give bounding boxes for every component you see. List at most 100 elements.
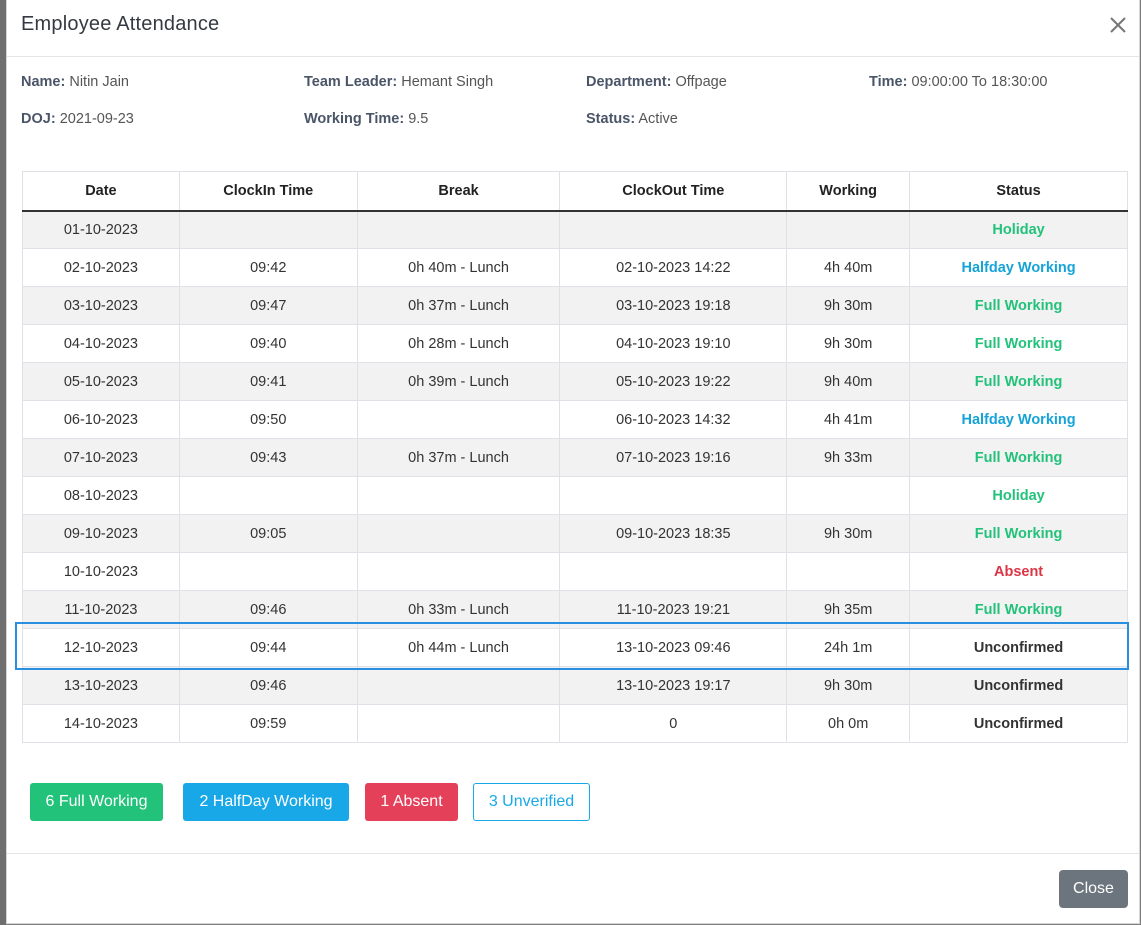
- table-row: 03-10-2023 09:47 0h 37m - Lunch 03-10-2023 …: [22, 286, 1128, 325]
- working-cell: 9h 40m: [786, 362, 911, 401]
- clockout-cell: 04-10-2023 19:10: [559, 324, 788, 363]
- clockin-cell: 09:46: [178, 590, 358, 629]
- status-cell: Full Working: [909, 438, 1128, 477]
- clockin-cell: 09:44: [178, 628, 358, 667]
- page-backdrop: [0, 0, 6, 925]
- clockout-cell: [559, 210, 788, 249]
- department-label: Department:: [586, 74, 672, 90]
- clockout-cell: 09-10-2023 18:35: [559, 514, 788, 553]
- clockin-cell: [178, 476, 358, 515]
- clockout-cell: 06-10-2023 14:32: [559, 400, 788, 439]
- clockout-cell: [559, 552, 788, 591]
- close-button[interactable]: Close: [1059, 870, 1128, 908]
- break-cell: 0h 37m - Lunch: [356, 286, 561, 325]
- full-working-badge[interactable]: 6 Full Working: [30, 783, 163, 821]
- table-row: 06-10-2023 09:50 06-10-2023 14:32 4h 41m Hal…: [22, 400, 1128, 439]
- status-cell: Halfday Working: [909, 248, 1128, 287]
- status-cell: Full Working: [909, 324, 1128, 363]
- break-cell: 0h 39m - Lunch: [356, 362, 561, 401]
- date-cell: 09-10-2023: [22, 514, 180, 553]
- break-cell: [356, 552, 561, 591]
- working-cell: 9h 30m: [786, 666, 911, 705]
- date-cell: 06-10-2023: [22, 400, 180, 439]
- table-row: 08-10-2023 Holiday: [22, 476, 1128, 515]
- department-value: Offpage: [675, 74, 727, 90]
- break-cell: [356, 476, 561, 515]
- modal-footer: Close: [7, 853, 1139, 924]
- department: Department: Offpage: [586, 74, 727, 90]
- break-cell: [356, 400, 561, 439]
- working-cell: 9h 30m: [786, 286, 911, 325]
- clockout-cell: [559, 476, 788, 515]
- clockout-cell: 03-10-2023 19:18: [559, 286, 788, 325]
- date-cell: 10-10-2023: [22, 552, 180, 591]
- absent-badge[interactable]: 1 Absent: [365, 783, 458, 821]
- break-cell: 0h 44m - Lunch: [356, 628, 561, 667]
- time-label: Time:: [869, 74, 908, 90]
- table-row: 14-10-2023 09:59 0 0h 0m Unconfirmed: [22, 704, 1128, 743]
- date-cell: 04-10-2023: [22, 324, 180, 363]
- working-cell: 4h 40m: [786, 248, 911, 287]
- working-cell: 4h 41m: [786, 400, 911, 439]
- clockout-cell: 13-10-2023 09:46: [559, 628, 788, 667]
- table-row: 12-10-2023 09:44 0h 44m - Lunch 13-10-2023 …: [22, 628, 1128, 667]
- working-cell: [786, 476, 911, 515]
- attendance-modal: Employee Attendance Name: Nitin Jain Tea…: [6, 0, 1140, 924]
- date-cell: 14-10-2023: [22, 704, 180, 743]
- break-cell: 0h 33m - Lunch: [356, 590, 561, 629]
- unverified-badge[interactable]: 3 Unverified: [473, 783, 590, 821]
- column-header-break: Break: [356, 171, 561, 212]
- date-cell: 02-10-2023: [22, 248, 180, 287]
- column-header-status: Status: [909, 171, 1128, 212]
- column-header-working: Working: [786, 171, 911, 212]
- working-cell: 9h 35m: [786, 590, 911, 629]
- break-cell: [356, 666, 561, 705]
- working-cell: 0h 0m: [786, 704, 911, 743]
- status-label: Status:: [586, 111, 636, 127]
- status-cell: Full Working: [909, 590, 1128, 629]
- close-icon[interactable]: [1107, 14, 1129, 36]
- clockin-cell: 09:47: [178, 286, 358, 325]
- date-cell: 08-10-2023: [22, 476, 180, 515]
- status-cell: Full Working: [909, 362, 1128, 401]
- table-row: 10-10-2023 Absent: [22, 552, 1128, 591]
- table-row: 01-10-2023 Holiday: [22, 210, 1128, 249]
- clockin-cell: 09:40: [178, 324, 358, 363]
- doj-label: DOJ:: [21, 111, 56, 127]
- team-leader-label: Team Leader:: [304, 74, 398, 90]
- employee-status: Status: Active: [586, 111, 678, 127]
- date-cell: 11-10-2023: [22, 590, 180, 629]
- break-cell: [356, 514, 561, 553]
- team-leader-value: Hemant Singh: [401, 74, 494, 90]
- doj: DOJ: 2021-09-23: [21, 111, 134, 127]
- clockin-cell: 09:41: [178, 362, 358, 401]
- column-header-date: Date: [22, 171, 180, 212]
- status-cell: Full Working: [909, 514, 1128, 553]
- status-cell: Halfday Working: [909, 400, 1128, 439]
- clockin-cell: 09:46: [178, 666, 358, 705]
- column-header-clockout: ClockOut Time: [559, 171, 788, 212]
- table-row: 02-10-2023 09:42 0h 40m - Lunch 02-10-2023 …: [22, 248, 1128, 287]
- halfday-working-badge[interactable]: 2 HalfDay Working: [183, 783, 349, 821]
- name-value: Nitin Jain: [69, 74, 129, 90]
- break-cell: 0h 28m - Lunch: [356, 324, 561, 363]
- clockout-cell: 13-10-2023 19:17: [559, 666, 788, 705]
- employee-name: Name: Nitin Jain: [21, 74, 129, 90]
- working-time-value: 9.5: [408, 111, 429, 127]
- break-cell: [356, 704, 561, 743]
- status-cell: Absent: [909, 552, 1128, 591]
- modal-header: Employee Attendance: [7, 0, 1139, 57]
- working-cell: [786, 210, 911, 249]
- name-label: Name:: [21, 74, 66, 90]
- status-cell: Unconfirmed: [909, 628, 1128, 667]
- attendance-table: Date ClockIn Time Break ClockOut Time Wo…: [22, 171, 1128, 743]
- clockin-cell: 09:43: [178, 438, 358, 477]
- date-cell: 01-10-2023: [22, 210, 180, 249]
- team-leader: Team Leader: Hemant Singh: [304, 74, 493, 90]
- table-header-row: Date ClockIn Time Break ClockOut Time Wo…: [22, 171, 1128, 212]
- date-cell: 03-10-2023: [22, 286, 180, 325]
- table-row: 11-10-2023 09:46 0h 33m - Lunch 11-10-2023 …: [22, 590, 1128, 629]
- column-header-clockin: ClockIn Time: [178, 171, 358, 212]
- time-value: 09:00:00 To 18:30:00: [911, 74, 1048, 90]
- clockin-cell: 09:42: [178, 248, 358, 287]
